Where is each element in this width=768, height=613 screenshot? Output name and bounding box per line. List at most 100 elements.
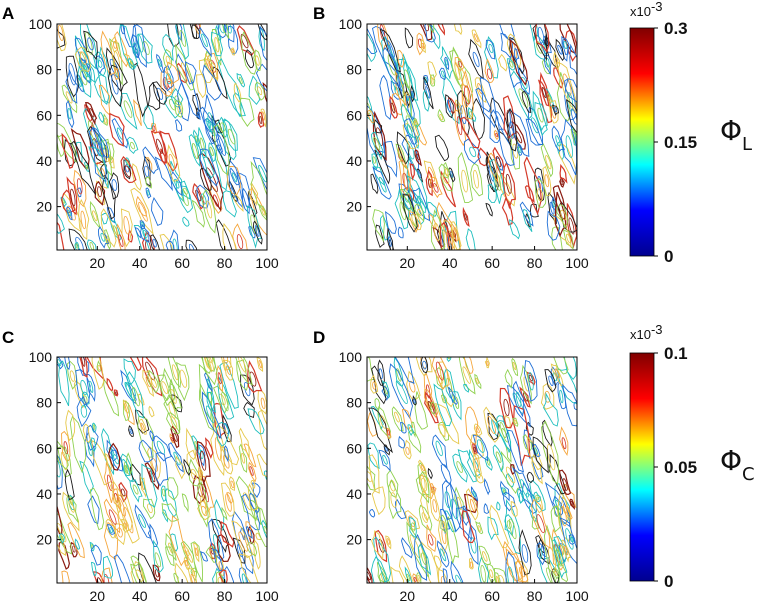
- contour-line: [389, 95, 398, 119]
- contour-line: [526, 471, 535, 484]
- contour-line: [131, 386, 140, 407]
- contour-line: [439, 548, 447, 562]
- contour-line: [174, 95, 180, 105]
- contour-line: [450, 221, 462, 250]
- contour-line: [430, 401, 437, 415]
- contour-line: [512, 405, 531, 466]
- contour-line: [543, 524, 560, 583]
- contour-line: [137, 393, 145, 406]
- contour-line: [145, 239, 152, 250]
- contour-line: [122, 399, 130, 414]
- contour-line: [82, 423, 91, 444]
- contour-line: [505, 173, 512, 194]
- contour-line: [387, 429, 390, 436]
- contour-line: [148, 405, 155, 418]
- contour-line: [152, 238, 157, 248]
- contour-line: [381, 385, 389, 401]
- contour-line: [192, 129, 201, 148]
- contour-line: [557, 544, 565, 556]
- contour-line: [150, 130, 168, 164]
- contour-line: [522, 434, 532, 451]
- contour-line: [418, 24, 433, 41]
- contour-line: [60, 535, 64, 541]
- contour-line: [407, 424, 415, 437]
- contour-line: [382, 47, 400, 89]
- contour-line: [487, 184, 497, 204]
- contour-line: [465, 228, 476, 250]
- contour-line: [124, 165, 131, 178]
- contour-line: [531, 453, 543, 485]
- contour-line: [185, 239, 200, 250]
- contour-line: [120, 156, 137, 184]
- contour-line: [103, 377, 120, 417]
- contour-line: [222, 190, 237, 218]
- contour-line: [165, 546, 175, 567]
- contour-line: [207, 112, 215, 133]
- contour-line: [395, 498, 407, 520]
- contour-line: [157, 374, 172, 402]
- contour-line: [547, 191, 557, 225]
- contour-line: [427, 467, 433, 480]
- contour-line: [253, 506, 267, 548]
- contour-line: [116, 496, 126, 517]
- contour-line: [378, 176, 387, 193]
- contour-line: [88, 146, 109, 189]
- contour-line: [551, 125, 566, 152]
- contour-line: [396, 368, 402, 382]
- contour-line: [487, 412, 500, 441]
- contour-line: [404, 193, 410, 203]
- contour-line: [221, 24, 235, 43]
- contour-line: [83, 30, 98, 61]
- contour-line: [183, 187, 188, 195]
- contour-line: [382, 454, 388, 465]
- contour-line: [106, 235, 110, 245]
- contour-line: [59, 533, 65, 544]
- contour-line: [220, 24, 230, 39]
- contour-line: [76, 395, 92, 428]
- contour-line: [238, 76, 243, 84]
- contour-line: [197, 444, 206, 467]
- contour-line: [536, 542, 546, 566]
- contour-line: [548, 96, 559, 124]
- contour-line: [143, 104, 154, 130]
- contour-line: [123, 464, 128, 474]
- contour-line: [560, 506, 567, 527]
- contour-line: [568, 534, 576, 545]
- contour-line: [135, 409, 150, 434]
- contour-line: [200, 495, 207, 516]
- panel-c: C 20 40 60 80 100 20 40 60 80 100: [2, 328, 279, 604]
- contour-line: [74, 46, 92, 73]
- contour-line: [57, 121, 77, 164]
- contour-line: [562, 73, 572, 96]
- contour-line: [480, 564, 487, 583]
- contour-line: [159, 233, 175, 250]
- contour-line: [138, 201, 148, 222]
- contour-line: [246, 541, 258, 557]
- y-tick-label: 20: [36, 532, 52, 548]
- contour-line: [411, 213, 422, 231]
- contour-line: [395, 380, 408, 404]
- contour-line: [500, 32, 513, 59]
- contour-line: [404, 566, 413, 583]
- contour-line: [485, 39, 496, 60]
- contour-line: [423, 373, 433, 408]
- contour-line: [518, 147, 522, 153]
- contour-line: [106, 141, 115, 160]
- contour-line: [457, 89, 470, 138]
- contour-line: [162, 488, 166, 497]
- contour-line: [199, 106, 223, 151]
- contour-line: [57, 459, 61, 478]
- contour-line: [183, 458, 191, 477]
- contour-line: [247, 483, 259, 512]
- contour-line: [534, 447, 538, 455]
- contour-line: [130, 141, 135, 150]
- contour-line: [213, 549, 223, 572]
- contour-line: [381, 36, 399, 91]
- contour-line: [111, 179, 118, 191]
- contour-line: [426, 201, 438, 218]
- contour-line: [570, 108, 577, 125]
- contour-line: [109, 112, 125, 147]
- contour-line: [523, 156, 542, 216]
- y-tick-label: 80: [36, 395, 52, 411]
- contour-line: [522, 208, 533, 232]
